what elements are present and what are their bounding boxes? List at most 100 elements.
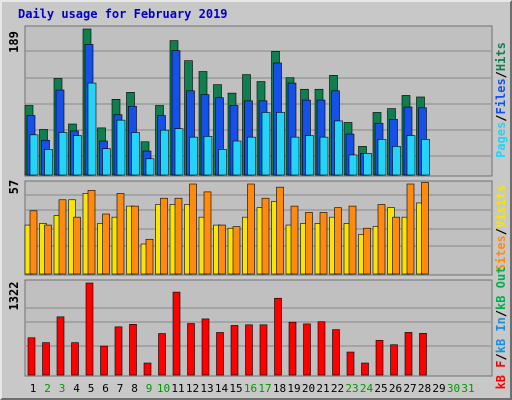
sites-bar (44, 224, 52, 275)
sites-bar (305, 212, 313, 275)
pages-bar (73, 135, 82, 176)
pages-bar (247, 136, 256, 176)
sites-bar (189, 183, 197, 275)
x-tick-label: 11 (171, 382, 184, 395)
x-axis-labels: 1 2 3 4 5 6 7 8 9 10 11 12 13 14 15 16 17 18 19 20 21 22 23 24 2… (30, 382, 475, 395)
kbf-bar (245, 324, 253, 376)
sites-bar (145, 238, 154, 275)
x-tick-label: 21 (316, 382, 329, 395)
pages-bar (290, 136, 300, 176)
sites-bar (73, 216, 81, 275)
x-tick-label: 22 (331, 382, 344, 395)
kbf-bar (317, 321, 326, 376)
kbf-bar (56, 316, 65, 376)
kbf-bar (143, 362, 152, 376)
sites-bar (102, 213, 110, 275)
legend-hits: Hits (494, 42, 508, 71)
x-tick-label: 31 (461, 382, 474, 395)
kbf-bar (390, 344, 398, 376)
legend-kbin: kB In (494, 317, 508, 353)
sites-bar (58, 199, 67, 275)
pages-bar (363, 153, 372, 176)
kbf-bar (85, 282, 94, 376)
sites-bar (131, 205, 139, 275)
x-tick-label: 30 (447, 382, 460, 395)
x-tick-label: 9 (146, 382, 153, 395)
x-tick-label: 23 (345, 382, 358, 395)
pages-bar (319, 136, 329, 176)
sites-bar (160, 197, 168, 275)
pages-bar (334, 120, 343, 176)
kbf-bar (375, 340, 384, 376)
pages-bar (218, 149, 227, 176)
bars (24, 28, 430, 376)
x-tick-label: 14 (215, 382, 229, 395)
sites-bar (203, 191, 212, 275)
legend-pages: Pages (494, 122, 508, 158)
x-tick-label: 8 (131, 382, 138, 395)
pages-bar (305, 135, 314, 176)
pages-bar (174, 128, 184, 176)
sites-bar (290, 205, 299, 275)
x-tick-label: 12 (186, 382, 199, 395)
x-tick-label: 6 (102, 382, 109, 395)
bottom-ymax-label: 1322 (7, 282, 21, 311)
legend-files: Files (494, 78, 508, 114)
chart-title: Daily usage for February 2019 (18, 7, 228, 21)
sites-bar (406, 183, 415, 275)
x-tick-label: 25 (374, 382, 387, 395)
svg-text:Sites/Visits: Sites/Visits (494, 185, 508, 272)
svg-text:kB F/kB In/kB Out: kB F/kB In/kB Out (494, 267, 508, 390)
x-tick-label: 16 (244, 382, 257, 395)
x-tick-label: 10 (157, 382, 170, 395)
x-tick-label: 19 (287, 382, 300, 395)
pages-bar (29, 134, 39, 176)
pages-bar (203, 136, 213, 176)
x-tick-label: 17 (258, 382, 271, 395)
kbf-bar (259, 324, 268, 376)
x-tick-label: 29 (432, 382, 445, 395)
legend-kbf: kB F (494, 361, 508, 390)
legend-sep: / (494, 310, 508, 317)
sites-bar (377, 204, 386, 275)
sites-bar (232, 226, 241, 275)
kbf-bar (361, 362, 369, 376)
x-tick-label: 13 (200, 382, 213, 395)
pages-bar (131, 132, 140, 176)
sites-bar (218, 224, 226, 275)
kbf-bar (288, 321, 297, 376)
pages-bar (232, 140, 242, 176)
x-tick-label: 3 (59, 382, 66, 395)
x-tick-label: 20 (302, 382, 315, 395)
pages-bar (58, 132, 68, 176)
legend-sep: / (494, 114, 508, 121)
x-tick-label: 26 (389, 382, 402, 395)
sites-bar (276, 186, 284, 275)
kbf-bar (114, 326, 123, 376)
pages-bar (377, 139, 387, 176)
sites-bar (392, 216, 400, 275)
legend-visits: Visits (494, 185, 508, 228)
x-tick-label: 24 (360, 382, 374, 395)
kbf-bar (346, 351, 355, 376)
sites-bar (261, 197, 270, 275)
x-tick-label: 18 (273, 382, 286, 395)
x-tick-label: 27 (403, 382, 416, 395)
x-tick-label: 28 (418, 382, 431, 395)
legend-sep: / (494, 228, 508, 235)
sites-bar (319, 212, 328, 275)
kbf-bar (42, 342, 50, 376)
pages-bar (348, 154, 358, 176)
kbf-bar (419, 333, 427, 376)
kbf-bar (303, 323, 311, 376)
x-tick-label: 1 (30, 382, 37, 395)
kbf-bar (158, 333, 166, 376)
svg-text:Pages/Files/Hits: Pages/Files/Hits (494, 42, 508, 158)
pages-bar (189, 136, 198, 176)
pages-bar (392, 146, 401, 176)
legend-sep: / (494, 71, 508, 78)
x-tick-label: 15 (229, 382, 242, 395)
sites-bar (116, 193, 125, 275)
kbf-bar (216, 332, 224, 376)
